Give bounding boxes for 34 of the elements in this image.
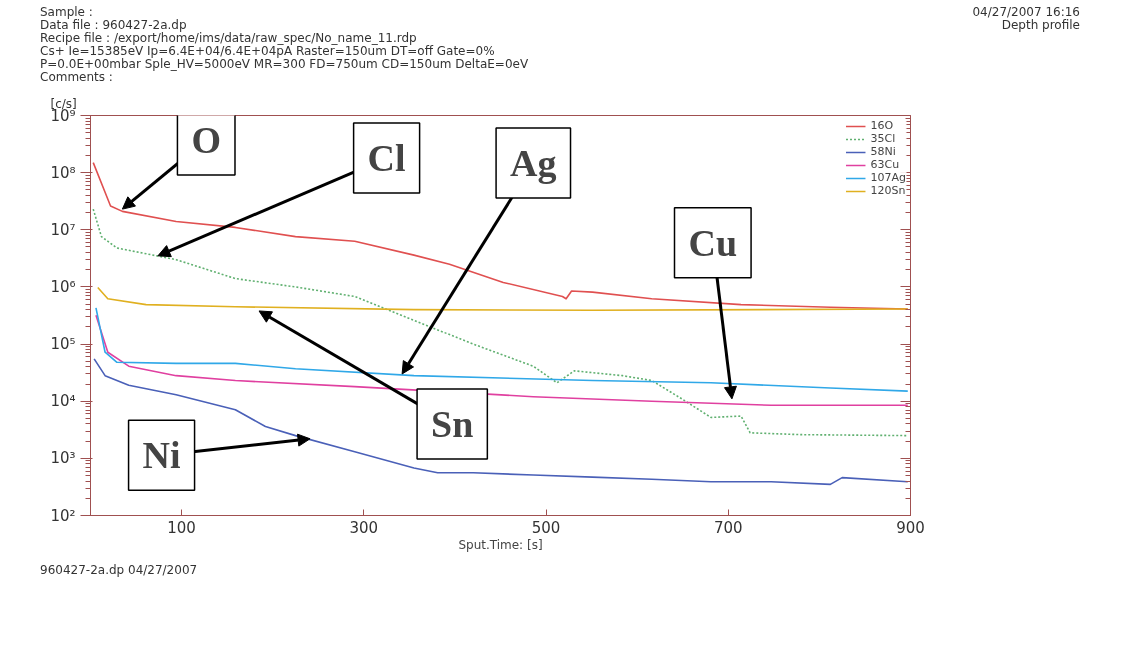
y-tick-label: 10⁴ [50, 392, 76, 411]
text: Cs+ Ie=15385eV Ip=6.4E+04/6.4E+04pA Raster=150um DT=off Gate=0% [40, 44, 495, 58]
annotation: Ag [510, 142, 557, 185]
y-tick-label: 10⁶ [50, 277, 76, 296]
text: Depth profile [1000, 18, 1080, 32]
x-tick-label: 700 [713, 518, 743, 537]
x-tick-label: 300 [349, 518, 379, 537]
legend-label: 35Cl [870, 132, 896, 145]
legend-label: 63Cu [870, 158, 900, 171]
x-tick-label: 900 [896, 518, 925, 537]
x-tick-label: 500 [531, 518, 561, 537]
text: 960427-2a.dp 04/27/2007 [40, 563, 198, 577]
legend-label: 120Sn [870, 184, 906, 197]
text: Comments : [40, 70, 114, 84]
y-tick-label: 10⁵ [50, 335, 76, 354]
annotation: Ni [142, 434, 181, 477]
text: Data file : 960427-2a.dp [40, 18, 187, 32]
y-tick-label: 10⁸ [50, 163, 76, 182]
legend-label: 107Ag [870, 171, 906, 184]
text: Sample : [40, 5, 94, 19]
annotation: Cu [688, 221, 738, 264]
text: 04/27/2007 16:16 [972, 5, 1080, 19]
x-tick-label: 100 [167, 518, 196, 537]
annotation: Cl [367, 137, 406, 180]
text: Recipe file : /export/home/ims/data/raw_spec/No_name_11.rdp [40, 31, 417, 45]
y-tick-label: 10³ [50, 449, 76, 468]
annotation: O [191, 118, 221, 161]
x-axis-title: Sput.Time: [s] [458, 537, 543, 552]
annotation: Sn [431, 403, 474, 446]
y-tick-label: 10² [50, 506, 76, 525]
y-tick-label: 10⁷ [50, 220, 76, 239]
text: P=0.0E+00mbar Sple_HV=5000eV MR=300 FD=750um CD=150um DeltaE=0eV [40, 57, 529, 71]
legend-label: 16O [870, 119, 894, 132]
legend-label: 58Ni [870, 145, 896, 158]
